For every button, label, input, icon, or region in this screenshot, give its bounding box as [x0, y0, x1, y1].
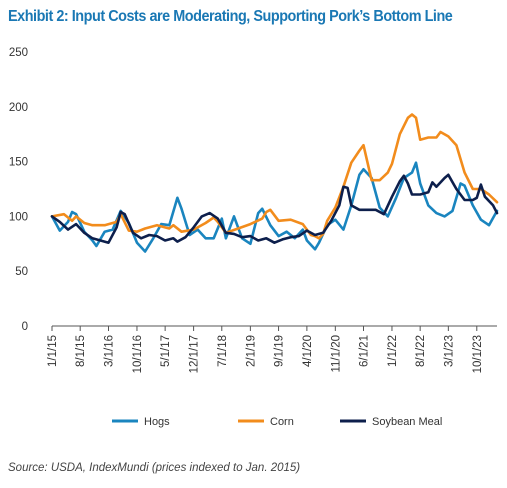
- legend-label: Soybean Meal: [372, 416, 442, 428]
- x-tick-label: 1/1/15: [47, 335, 59, 367]
- x-tick-label: 2/1/19: [245, 335, 257, 367]
- x-tick-label: 6/1/21: [359, 335, 371, 367]
- x-tick-label: 8/1/15: [75, 335, 87, 367]
- y-axis: 0 50 100 150 200 250: [9, 47, 28, 333]
- series-lines: [50, 113, 499, 253]
- x-tick-label: 9/1/19: [274, 335, 286, 367]
- x-tick-label: 1/1/22: [387, 335, 399, 367]
- chart-title: Exhibit 2: Input Costs are Moderating, S…: [8, 8, 453, 25]
- y-tick-label: 100: [9, 211, 28, 223]
- series-line-hogs: [50, 161, 499, 253]
- x-tick-label: 3/1/16: [104, 335, 116, 367]
- source-note: Source: USDA, IndexMundi (prices indexed…: [8, 462, 301, 474]
- x-tick-label: 8/1/22: [415, 335, 427, 367]
- series-line-soybean-meal: [50, 173, 499, 244]
- x-tick-label: 4/1/20: [302, 335, 314, 367]
- x-tick-label: 10/1/16: [132, 335, 144, 373]
- y-tick-label: 150: [9, 157, 28, 169]
- y-tick-label: 200: [9, 102, 28, 114]
- x-tick-label: 7/1/18: [217, 335, 229, 367]
- y-tick-label: 0: [22, 321, 28, 333]
- x-tick-label: 11/1/20: [330, 335, 342, 373]
- y-tick-label: 50: [15, 266, 28, 278]
- x-axis: 1/1/15 8/1/15 3/1/16 10/1/16 5/1/17 12/1/17 7/…: [47, 325, 497, 373]
- x-tick-label: 10/1/23: [472, 335, 484, 373]
- legend-label: Corn: [270, 416, 294, 428]
- legend-label: Hogs: [144, 416, 170, 428]
- x-tick-label: 12/1/17: [189, 335, 201, 373]
- y-tick-label: 250: [9, 47, 28, 59]
- legend: Hogs Corn Soybean Meal: [112, 416, 442, 428]
- x-tick-label: 3/1/23: [443, 335, 455, 367]
- x-tick-label: 5/1/17: [160, 335, 172, 367]
